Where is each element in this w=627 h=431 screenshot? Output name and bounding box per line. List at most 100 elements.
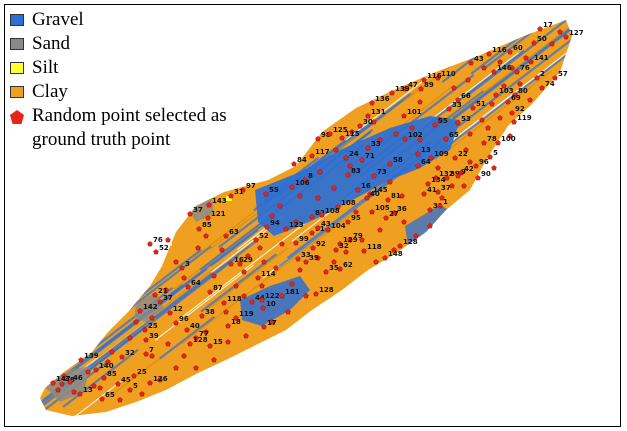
ground-truth-point <box>527 97 533 103</box>
ground-truth-point <box>264 224 270 230</box>
ground-truth-point <box>475 175 481 181</box>
point-label: 71 <box>365 152 375 160</box>
point-label: 3 <box>185 260 190 268</box>
point-label: 36 <box>397 205 407 213</box>
raster-stripe <box>159 315 216 360</box>
legend-label-silt: Silt <box>32 57 59 78</box>
ground-truth-point <box>241 269 247 275</box>
point-label: 116 <box>492 46 507 54</box>
ground-truth-point <box>115 381 121 387</box>
ground-truth-point <box>211 357 217 363</box>
point-label: 106 <box>295 179 310 187</box>
ground-truth-point <box>432 122 438 128</box>
legend-label-clay: Clay <box>32 81 68 102</box>
point-label: 5 <box>133 382 138 390</box>
raster-stripe <box>345 75 431 141</box>
ground-truth-point <box>91 383 97 389</box>
point-label: 60 <box>513 44 523 52</box>
ground-truth-point <box>173 365 179 371</box>
ground-truth-point <box>203 233 209 239</box>
point-label: 43 <box>474 55 484 63</box>
point-label: 181 <box>285 288 300 296</box>
ground-truth-point <box>245 253 251 259</box>
point-label: 1 <box>443 198 448 206</box>
point-label: 82 <box>315 209 325 217</box>
ground-truth-point <box>61 373 67 379</box>
point-label: 80 <box>518 87 528 95</box>
legend-item-sand: Sand <box>8 32 268 56</box>
raster-stripe <box>355 92 412 137</box>
point-label: 40 <box>190 322 200 330</box>
raster-stripe <box>76 255 240 380</box>
ground-truth-point <box>365 145 371 151</box>
point-label: 12 <box>173 305 183 313</box>
ground-truth-point <box>221 300 227 306</box>
point-label: 98 <box>321 131 331 139</box>
point-label: 37 <box>193 206 203 214</box>
raster-stripe <box>62 348 139 408</box>
ground-truth-point <box>240 187 246 193</box>
ground-truth-point <box>485 125 491 131</box>
point-label: 89 <box>424 81 434 89</box>
ground-truth-point <box>139 391 145 397</box>
point-label: 76 <box>520 64 530 72</box>
ground-truth-point <box>269 319 275 325</box>
ground-truth-point <box>315 255 321 261</box>
point-label: 41 <box>427 186 437 194</box>
ground-truth-point <box>509 65 515 71</box>
point-label: 65 <box>449 131 459 139</box>
ground-truth-point <box>317 169 323 175</box>
point-label: 134 <box>431 176 446 184</box>
ground-truth-point <box>365 113 371 119</box>
point-label: 108 <box>341 199 356 207</box>
ground-truth-point <box>85 369 91 375</box>
ground-truth-point <box>371 173 377 179</box>
ground-truth-point <box>279 293 285 299</box>
ground-truth-point <box>105 359 111 365</box>
ground-truth-point <box>142 327 148 333</box>
point-label: 128 <box>403 238 418 246</box>
legend-item-silt: Silt <box>8 56 268 80</box>
ground-truth-point <box>437 203 443 209</box>
point-label: 37 <box>163 294 173 302</box>
point-label: 136 <box>375 95 390 103</box>
ground-truth-point <box>428 155 434 161</box>
point-label: 139 <box>84 352 99 360</box>
point-label: 16 <box>234 256 244 264</box>
point-label: 85 <box>107 370 117 378</box>
point-label: 100 <box>501 135 516 143</box>
ground-truth-point <box>517 81 523 87</box>
point-label: 122 <box>265 292 280 300</box>
ground-truth-point <box>157 377 163 383</box>
ground-truth-point <box>537 26 543 32</box>
point-label: 38 <box>205 308 215 316</box>
point-label: 5 <box>493 149 498 157</box>
ground-truth-point <box>133 319 139 325</box>
ground-truth-point <box>359 237 365 243</box>
ground-truth-point <box>323 269 329 275</box>
ground-truth-point <box>259 297 265 303</box>
ground-truth-point <box>173 259 179 265</box>
point-label: 87 <box>213 284 223 292</box>
point-label: 102 <box>408 131 423 139</box>
ground-truth-point <box>143 351 149 357</box>
point-label: 53 <box>461 115 471 123</box>
ground-truth-point <box>269 213 275 219</box>
ground-truth-point <box>233 315 239 321</box>
point-label: 31 <box>234 188 244 196</box>
ground-truth-point <box>119 354 125 360</box>
raster-stripe <box>492 30 572 110</box>
ground-truth-point <box>501 83 507 89</box>
point-label: 30 <box>363 118 373 126</box>
point-label: 21 <box>158 287 168 295</box>
ground-truth-point <box>193 365 199 371</box>
point-label: 18 <box>231 318 241 326</box>
ground-truth-point <box>149 353 155 359</box>
ground-truth-point <box>181 353 187 359</box>
ground-truth-point <box>443 136 449 142</box>
point-label: 99 <box>299 235 309 243</box>
ground-truth-point <box>343 249 349 255</box>
point-label: 46 <box>73 374 83 382</box>
point-label: 66 <box>461 92 471 100</box>
ground-truth-point <box>225 339 231 345</box>
